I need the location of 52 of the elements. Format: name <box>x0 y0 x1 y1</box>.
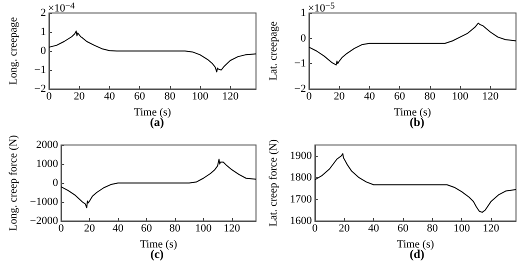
x-tick-label: 80 <box>164 90 176 102</box>
y-tick-label: 1 <box>300 7 306 19</box>
x-tick-label: 100 <box>195 222 212 234</box>
y-tick-label: −1 <box>34 64 46 76</box>
y-tick-label: −2000 <box>30 215 59 227</box>
y-tick-label: 2000 <box>36 139 59 151</box>
y-tick-label: −1000 <box>30 196 59 208</box>
x-tick-label: 120 <box>482 90 500 102</box>
y-tick-label: −2 <box>34 83 46 95</box>
x-tick-label: 40 <box>368 222 380 234</box>
x-tick-label: 40 <box>104 90 116 102</box>
y-tick-label: −1 <box>294 58 306 70</box>
x-tick-label: 60 <box>134 90 146 102</box>
x-tick-label: 20 <box>84 222 96 234</box>
y-axis-title: Long. creepage <box>8 16 20 85</box>
x-tick-label: 60 <box>394 90 406 102</box>
x-tick-label: 80 <box>426 222 438 234</box>
line-series <box>314 153 516 213</box>
x-tick-label: 80 <box>169 222 181 234</box>
x-tick-label: 20 <box>74 90 86 102</box>
y-tick-label: 1900 <box>290 150 312 162</box>
x-tick-label: 60 <box>140 222 152 234</box>
x-tick-label: 120 <box>482 222 500 234</box>
line-series <box>60 158 256 208</box>
y-tick-label: 0 <box>300 32 306 44</box>
y-tick-label: −2 <box>294 83 306 95</box>
y-tick-label: 2 <box>40 7 46 19</box>
x-tick-label: 100 <box>452 90 469 102</box>
x-tick-label: 40 <box>364 90 376 102</box>
x-tick-label: 100 <box>453 222 470 234</box>
y-tick-label: 1600 <box>290 215 312 227</box>
y-axis-title: Lat. creep force (N) <box>268 139 280 227</box>
y-tick-label: 0 <box>40 45 46 57</box>
x-tick-label: 20 <box>334 90 346 102</box>
line-series <box>308 22 516 66</box>
y-axis-title: Long. creep force (N) <box>8 134 20 231</box>
y-axis-title: Lat. creepage <box>268 21 280 81</box>
line-series <box>48 30 256 72</box>
y-tick-label: 1800 <box>290 172 312 184</box>
x-tick-label: 120 <box>224 222 241 234</box>
y-tick-label: 0 <box>52 177 59 189</box>
y-tick-label: 1 <box>40 26 46 38</box>
x-axis-title: Time (s) <box>134 106 172 118</box>
x-tick-label: 60 <box>397 222 409 234</box>
x-tick-label: 100 <box>192 90 209 102</box>
x-tick-label: 80 <box>424 90 436 102</box>
x-tick-label: 120 <box>222 90 240 102</box>
x-axis-title: Time (s) <box>394 106 432 118</box>
y-tick-label: 1700 <box>290 193 312 206</box>
y-tick-label: 1000 <box>36 158 59 170</box>
x-tick-label: 40 <box>112 222 124 234</box>
x-tick-label: 20 <box>338 222 350 234</box>
